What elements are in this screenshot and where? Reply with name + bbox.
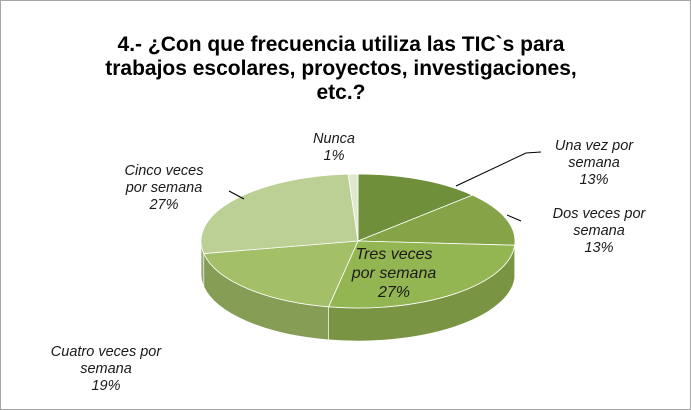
label-value: 13% [579,172,609,188]
data-label: Nunca 1% [304,131,364,165]
data-label: Tres veces por semana 27% [344,245,444,302]
label-category: Cinco veces por semana [124,163,204,196]
label-value: 1% [323,148,345,164]
label-value: 27% [149,197,179,213]
data-label: Una vez por semana 13% [539,138,649,189]
data-label: Cuatro veces por semana 19% [41,344,171,395]
slice [347,173,359,242]
label-category: Nunca [313,131,355,147]
slice [357,173,474,242]
chart-title: 4.- ¿Con que frecuencia utiliza las TIC`… [105,33,577,104]
leader-line [455,151,542,187]
slice [357,194,516,246]
label-category: Una vez por semana [554,138,634,171]
data-label: Cinco veces por semana 27% [121,163,207,214]
data-label: Dos veces por semana 13% [539,206,659,257]
slice [327,240,516,309]
label-category: Dos veces por semana [552,206,646,239]
label-category: Cuatro veces por semana [50,344,162,377]
label-category: Tres veces por semana [351,246,437,282]
pie-tops [200,173,516,309]
leader-line [228,190,245,200]
label-value: 13% [584,240,614,256]
slice [200,173,359,254]
label-value: 19% [91,378,121,394]
label-value: 27% [377,284,411,301]
leader-line [506,214,522,222]
slice [203,240,359,308]
